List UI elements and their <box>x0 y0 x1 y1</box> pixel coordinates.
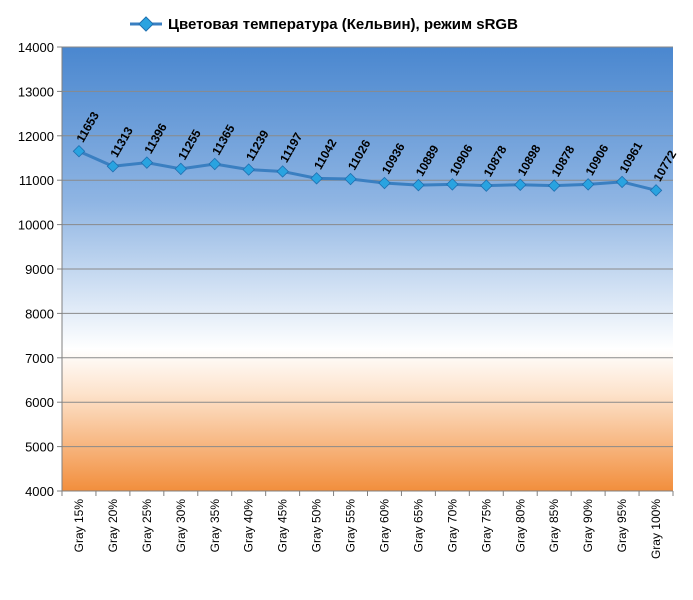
y-tick-label: 7000 <box>25 351 54 366</box>
legend-label: Цветовая температура (Кельвин), режим sR… <box>168 16 518 33</box>
y-tick-label: 14000 <box>18 40 54 55</box>
x-tick-label: Gray 15% <box>72 499 86 553</box>
y-tick-label: 6000 <box>25 395 54 410</box>
x-tick-label: Gray 25% <box>140 499 154 553</box>
data-point <box>208 157 221 171</box>
data-point <box>581 178 595 191</box>
legend-marker <box>138 16 154 32</box>
data-point <box>378 176 391 190</box>
x-tick-label: Gray 35% <box>208 499 222 553</box>
data-point <box>344 172 357 186</box>
data-point <box>140 156 154 169</box>
data-point <box>242 163 255 176</box>
x-tick-label: Gray 75% <box>479 499 493 553</box>
x-tick-label: Gray 80% <box>513 499 527 553</box>
x-tick-label: Gray 60% <box>377 499 391 553</box>
x-tick-label: Gray 85% <box>547 499 561 553</box>
data-point <box>514 178 527 191</box>
x-tick-label: Gray 95% <box>615 499 629 553</box>
x-tick-label: Gray 65% <box>411 499 425 553</box>
data-point <box>72 144 86 158</box>
y-tick-label: 12000 <box>18 129 54 144</box>
x-tick-label: Gray 100% <box>649 499 663 559</box>
x-tick-label: Gray 90% <box>581 499 595 553</box>
data-point <box>412 178 425 192</box>
y-tick-label: 5000 <box>25 440 54 455</box>
y-tick-label: 10000 <box>18 218 54 233</box>
data-point <box>174 162 188 176</box>
y-tick-label: 8000 <box>25 306 54 321</box>
x-tick-label: Gray 50% <box>310 499 324 553</box>
data-point <box>106 160 120 173</box>
series-markers <box>72 144 663 197</box>
y-tick-label: 13000 <box>18 84 54 99</box>
x-tick-label: Gray 20% <box>106 499 120 553</box>
data-point <box>480 179 493 192</box>
data-point <box>310 172 323 185</box>
x-tick-label: Gray 40% <box>242 499 256 553</box>
legend: Цветовая температура (Кельвин), режим sR… <box>130 16 518 33</box>
y-tick-label: 11000 <box>19 173 54 188</box>
x-tick-labels: Gray 15% Gray 20% Gray 25% Gray 30% Gray 35%… <box>61 491 674 559</box>
x-tick-label: Gray 70% <box>445 499 459 553</box>
y-tick-label: 9000 <box>25 262 54 277</box>
y-tick-labels: 4000 5000 6000 7000 8000 9000 10000 11000 12000 1… <box>18 40 54 499</box>
x-tick-label: Gray 55% <box>344 499 358 553</box>
data-point <box>276 165 289 178</box>
x-tick-label: Gray 30% <box>174 499 188 553</box>
x-tick-label: Gray 45% <box>276 499 290 553</box>
data-point <box>446 178 459 191</box>
data-point <box>615 175 629 189</box>
y-tick-label: 4000 <box>25 484 54 499</box>
data-point <box>547 179 561 192</box>
data-point <box>649 184 663 197</box>
